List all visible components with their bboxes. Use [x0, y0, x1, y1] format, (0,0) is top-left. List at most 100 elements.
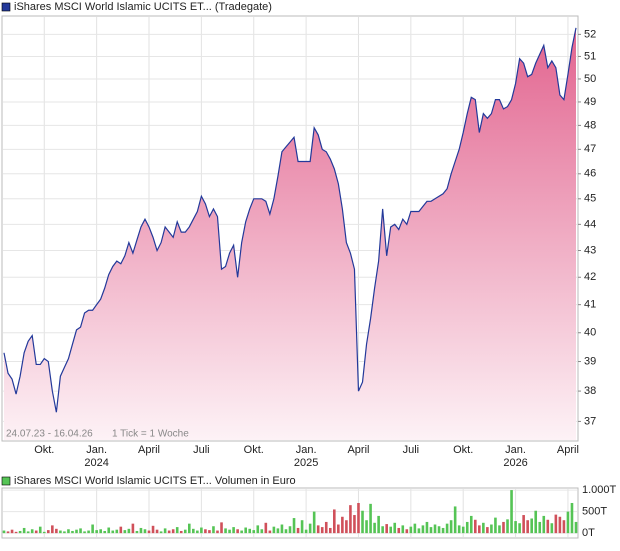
legend-label: iShares MSCI World Islamic UCITS ET... V…	[14, 475, 296, 487]
volume-bar	[300, 520, 304, 534]
volume-bar	[220, 522, 223, 534]
x-tick-label: April	[557, 444, 579, 456]
volume-bar	[369, 503, 372, 534]
y-tick-label: 46	[584, 168, 596, 180]
volume-bar	[232, 527, 235, 534]
volume-bar	[506, 519, 509, 534]
year-label: 2026	[503, 457, 527, 469]
volume-bar	[312, 511, 316, 534]
volume-bar	[530, 518, 533, 534]
volume-bar	[135, 530, 139, 534]
year-label: 2025	[294, 457, 318, 469]
volume-bar	[441, 527, 445, 534]
volume-bar	[240, 530, 243, 534]
volume-bar	[87, 530, 90, 534]
volume-bar	[284, 529, 288, 534]
plot-frame	[1, 15, 579, 442]
volume-bar	[42, 531, 46, 534]
y-tick-label: 45	[584, 193, 596, 205]
volume-bar	[292, 518, 296, 534]
volume-bar	[437, 526, 441, 534]
volume-bar	[425, 521, 429, 534]
volume-bar	[296, 527, 300, 534]
volume-bar	[308, 523, 312, 534]
volume-bar	[244, 527, 247, 534]
volume-bar	[457, 525, 461, 534]
volume-bar	[482, 522, 485, 534]
volume-bar	[34, 530, 38, 534]
volume-bar	[465, 521, 469, 534]
x-tick-label: Okt.	[244, 444, 264, 456]
volume-bar	[562, 520, 566, 534]
y-tick-label: 49	[584, 96, 596, 108]
volume-bar	[47, 530, 50, 534]
volume-bar	[14, 531, 18, 534]
x-tick-label: April	[347, 444, 369, 456]
y-tick-label: 52	[584, 28, 596, 40]
volume-bar	[401, 525, 405, 534]
volume-bar	[179, 530, 183, 534]
y-tick-label: 500T	[582, 506, 607, 518]
volume-bar	[38, 526, 42, 534]
volume-bar	[288, 526, 292, 534]
volume-bar	[417, 528, 421, 534]
volume-bar	[526, 520, 529, 534]
volume-bar	[159, 531, 163, 534]
volume-bar	[10, 529, 14, 534]
volume-bar	[276, 528, 280, 534]
y-tick-label: 1.000T	[582, 484, 617, 496]
volume-bar	[236, 529, 239, 534]
volume-bar	[449, 520, 453, 534]
volume-bar	[200, 527, 203, 534]
volume-bar	[79, 528, 82, 534]
volume-bar	[554, 514, 558, 534]
volume-bar	[405, 529, 409, 534]
volume-bar	[51, 525, 54, 534]
y-tick-label: 47	[584, 143, 596, 155]
volume-bar	[22, 527, 26, 534]
volume-bar	[111, 530, 115, 534]
volume-bar	[187, 523, 191, 534]
area	[4, 27, 576, 440]
volume-bar	[171, 529, 175, 534]
volume-bar	[139, 527, 143, 534]
volume-bar	[83, 531, 86, 534]
volume-bar	[95, 530, 98, 534]
volume-bar	[409, 526, 413, 534]
volume-bar	[353, 515, 356, 534]
legend-label: iShares MSCI World Islamic UCITS ET... (…	[14, 1, 272, 13]
volume-bar	[212, 526, 215, 534]
y-tick-label: 50	[584, 73, 596, 85]
tick-note: 1 Tick = 1 Woche	[112, 429, 189, 440]
volume-bar	[147, 530, 151, 534]
volume-bar	[490, 524, 493, 534]
volume-bar	[115, 529, 119, 534]
volume-bar	[67, 529, 70, 534]
volume-bar	[272, 526, 276, 534]
volume-bar	[574, 521, 578, 534]
volume-bar	[345, 520, 348, 534]
volume-bar	[316, 525, 320, 534]
volume-bar	[502, 521, 505, 534]
y-tick-label: 43	[584, 244, 596, 256]
x-tick-label: Juli	[193, 444, 210, 456]
volume-bar	[546, 519, 550, 534]
y-tick-label: 40	[584, 327, 596, 339]
period-label: 24.07.23 - 16.04.26	[6, 429, 93, 440]
volume-bar	[558, 516, 562, 534]
volume-bar	[393, 522, 397, 534]
volume-bar	[486, 527, 489, 534]
volume-bar	[461, 526, 465, 534]
volume-bar	[26, 531, 30, 534]
volume-bar	[538, 521, 542, 534]
volume-bar	[357, 502, 360, 534]
volume-bar	[224, 528, 227, 534]
volume-bar	[196, 530, 199, 534]
volume-bar	[2, 530, 6, 534]
volume-bar	[131, 523, 135, 534]
volume-bar	[473, 519, 477, 534]
volume-bar	[71, 530, 74, 534]
volume-bar	[183, 529, 187, 534]
volume-frame	[1, 487, 579, 539]
y-tick-label: 41	[584, 299, 596, 311]
